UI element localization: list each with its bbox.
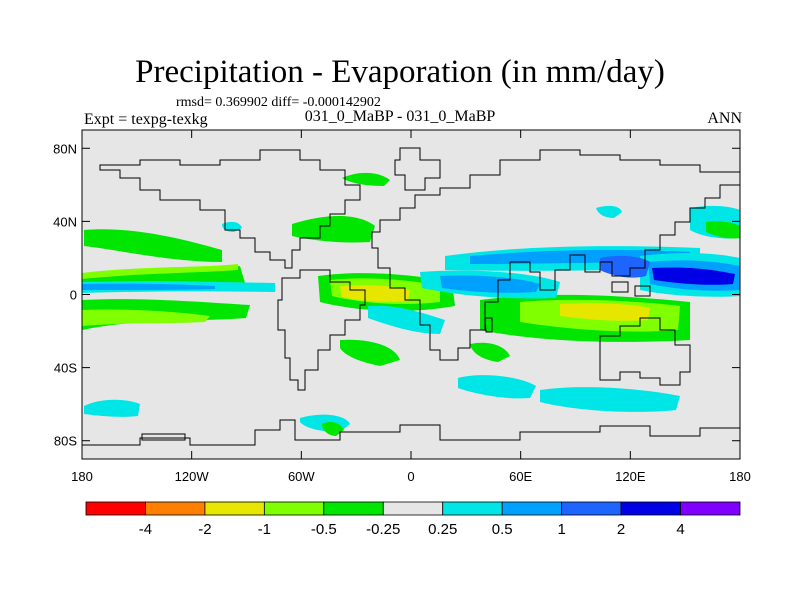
lon-tick-label: 60W <box>288 469 315 484</box>
colorbar-label: -2 <box>198 521 211 538</box>
field-green <box>470 342 510 362</box>
colorbar-swatch <box>442 501 503 516</box>
colorbar-swatch <box>145 501 206 516</box>
colorbar-swatch <box>680 501 741 516</box>
lon-tick-label: 60E <box>509 469 532 484</box>
coastline-indonesia <box>611 281 651 297</box>
coastline-south-america <box>277 269 366 391</box>
colorbar-swatch <box>204 501 265 516</box>
field-green <box>84 229 222 262</box>
lat-tick-label: 80N <box>53 141 77 156</box>
lat-tick-label: 0 <box>70 288 77 303</box>
experiment-label: Expt = texpg-texkg <box>84 111 208 128</box>
field-cyan <box>84 399 140 417</box>
field-lime <box>82 309 210 326</box>
field-dark-blue <box>652 267 735 285</box>
colorbar-label: 2 <box>617 521 625 538</box>
field-blue <box>440 275 540 293</box>
coastline-eurasia-africa <box>371 149 740 361</box>
field-cyan <box>368 305 445 334</box>
lon-tick-label: 120W <box>175 469 210 484</box>
coastline-madagascar <box>484 317 493 333</box>
colorbar: -4 -2 -1 -0.5 -0.25 0.25 0.5 1 2 4 <box>85 501 741 538</box>
colorbar-label: -4 <box>139 521 152 538</box>
lat-tick-label: 40S <box>54 361 77 376</box>
field-lime <box>82 264 238 279</box>
longitude-ticks: 180 120W 60W 0 60E 120E 180 <box>71 130 751 484</box>
colorbar-label: 0.25 <box>428 521 457 538</box>
lat-tick-label: 80S <box>54 434 77 449</box>
lon-tick-label: 120E <box>615 469 646 484</box>
precip-anomaly-fields <box>82 172 740 436</box>
field-cyan <box>458 375 536 399</box>
field-cyan <box>222 221 242 232</box>
field-cyan <box>540 387 680 412</box>
field-cyan <box>596 205 622 218</box>
coastline-north-america <box>99 149 361 269</box>
lon-tick-label: 0 <box>407 469 414 484</box>
plot-title: Precipitation - Evaporation (in mm/day) <box>135 54 665 90</box>
colorbar-label: 1 <box>557 521 565 538</box>
field-yellow <box>560 303 650 321</box>
field-green <box>706 221 740 239</box>
rmsd-stats: rmsd= 0.369902 diff= -0.000142902 <box>176 95 381 110</box>
experiment-names: 031_0_MaBP - 031_0_MaBP <box>304 108 496 125</box>
colorbar-swatch <box>501 501 563 516</box>
field-blue <box>82 283 215 290</box>
coastlines <box>82 147 740 446</box>
lon-tick-label: 180 <box>729 469 751 484</box>
season-label: ANN <box>707 110 742 127</box>
field-green <box>292 215 375 243</box>
colorbar-swatch <box>323 501 384 516</box>
colorbar-label: -1 <box>258 521 271 538</box>
colorbar-swatch <box>620 501 681 516</box>
colorbar-label: -0.25 <box>366 521 400 538</box>
coastline-ross-shelf <box>141 433 186 441</box>
field-green <box>340 339 400 366</box>
colorbar-swatch <box>382 501 444 516</box>
colorbar-label: 4 <box>676 521 684 538</box>
coastline-greenland <box>394 147 441 191</box>
latitude-ticks: 80N 40N 0 40S 80S <box>53 141 740 449</box>
field-green <box>342 172 390 186</box>
colorbar-label: -0.5 <box>311 521 337 538</box>
colorbar-swatch <box>561 501 622 516</box>
colorbar-swatch <box>85 501 146 516</box>
colorbar-label: 0.5 <box>492 521 513 538</box>
coastline-australia <box>599 317 691 386</box>
field-yellow <box>340 285 410 302</box>
field-green <box>322 422 344 436</box>
coastline-antarctica <box>82 419 740 446</box>
colorbar-swatch <box>263 501 325 516</box>
lat-tick-label: 40N <box>53 214 77 229</box>
lon-tick-label: 180 <box>71 469 93 484</box>
